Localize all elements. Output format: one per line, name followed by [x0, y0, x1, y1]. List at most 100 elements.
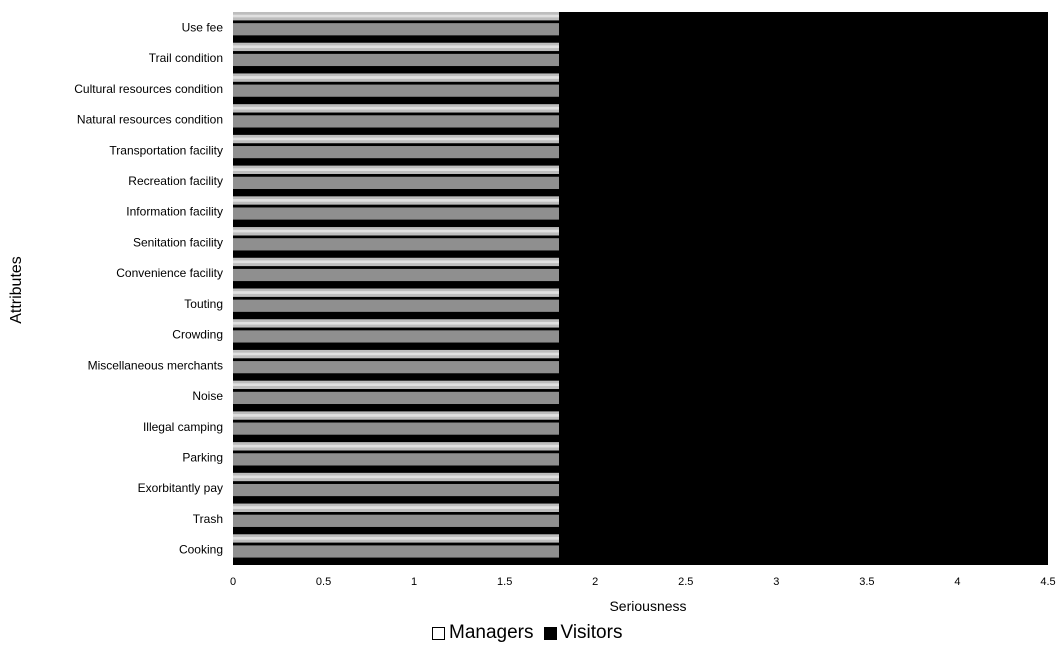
- bar-highlight-information-facility: [233, 199, 559, 202]
- y-tick-label-illegal-camping: Illegal camping: [143, 420, 223, 434]
- y-tick-label-trash: Trash: [193, 512, 223, 526]
- bar-gap-trash: [233, 512, 559, 515]
- bar-gap-information-facility: [233, 204, 559, 208]
- y-tick-label-trail-condition: Trail condition: [149, 51, 223, 65]
- bar-separator-touting: [233, 311, 559, 320]
- bar-separator-exorbitantly-pay: [233, 496, 559, 504]
- legend-swatch-visitors: [543, 626, 557, 640]
- bar-separator-illegal-camping: [233, 434, 559, 443]
- bar-highlight-noise: [233, 383, 559, 387]
- y-tick-label-natural-resources-condition: Natural resources condition: [77, 113, 223, 127]
- bar-highlight-crowding: [233, 321, 559, 325]
- bar-gap-miscellaneous-merchants: [233, 358, 559, 362]
- x-tick-label-4: 4: [954, 576, 960, 588]
- bar-gap-cultural-resources-condition: [233, 81, 559, 85]
- y-axis-category-labels: Use fee Trail condition Cultural resources…: [74, 20, 223, 556]
- x-axis-ticks: 0 0.5 1 1.5 2 2.5 3 3.5 4 4.5: [230, 576, 1056, 588]
- bar-gap-touting: [233, 296, 559, 300]
- x-tick-label-3-5: 3.5: [859, 576, 874, 588]
- y-tick-label-transportation-facility: Transportation facility: [109, 143, 223, 157]
- bar-visitors-senitation-facility: [233, 238, 559, 251]
- bar-highlight-trash: [233, 506, 559, 509]
- bar-visitors-miscellaneous-merchants: [233, 361, 559, 374]
- bar-highlight-convenience-facility: [233, 260, 559, 264]
- legend-swatch-managers: [432, 626, 445, 640]
- y-tick-label-recreation-facility: Recreation facility: [128, 174, 223, 188]
- bar-highlight-illegal-camping: [233, 414, 559, 417]
- x-tick-label-4-5: 4.5: [1040, 576, 1055, 588]
- bar-gap-convenience-facility: [233, 266, 559, 269]
- bar-gap-noise: [233, 389, 559, 392]
- x-tick-label-0: 0: [230, 576, 236, 588]
- bar-highlight-parking: [233, 444, 559, 448]
- x-tick-label-0-5: 0.5: [316, 576, 331, 588]
- bar-visitors-use-fee: [233, 23, 559, 36]
- y-tick-label-noise: Noise: [192, 389, 223, 403]
- bar-visitors-transportation-facility: [233, 146, 559, 159]
- legend-label-managers: Managers: [449, 622, 534, 643]
- bar-visitors-convenience-facility: [233, 268, 559, 282]
- bar-gap-exorbitantly-pay: [233, 481, 559, 484]
- bar-highlight-transportation-facility: [233, 137, 559, 141]
- bar-visitors-crowding: [233, 330, 559, 343]
- bar-visitors-cultural-resources-condition: [233, 84, 559, 97]
- x-tick-label-1-5: 1.5: [497, 576, 512, 588]
- bar-highlight-cooking: [233, 536, 559, 540]
- bar-highlight-exorbitantly-pay: [233, 475, 559, 479]
- y-tick-label-cooking: Cooking: [179, 543, 223, 557]
- bar-visitors-parking: [233, 453, 559, 466]
- bar-separator-trash: [233, 526, 559, 535]
- bar-gap-crowding: [233, 327, 559, 331]
- bar-visitors-natural-resources-condition: [233, 115, 559, 128]
- y-tick-label-cultural-resources-condition: Cultural resources condition: [74, 82, 223, 96]
- bar-visitors-recreation-facility: [233, 176, 559, 190]
- bar-visitors-touting: [233, 299, 559, 312]
- legend-entry-visitors: Visitors: [543, 622, 622, 644]
- bar-visitors-trail-condition: [233, 53, 559, 67]
- bar-visitors-cooking: [233, 545, 559, 558]
- y-tick-label-exorbitantly-pay: Exorbitantly pay: [138, 481, 223, 495]
- bar-separator-convenience-facility: [233, 281, 559, 289]
- bar-visitors-illegal-camping: [233, 422, 559, 435]
- x-tick-label-1: 1: [411, 576, 417, 588]
- bar-gap-recreation-facility: [233, 174, 559, 177]
- bar-highlight-trail-condition: [233, 45, 559, 49]
- bar-gap-parking: [233, 450, 559, 454]
- bar-highlight-touting: [233, 291, 559, 294]
- bar-separator-cultural-resources-condition: [233, 96, 559, 105]
- bar-visitors-noise: [233, 391, 559, 405]
- bar-separator-use-fee: [233, 35, 559, 43]
- bar-visitors-exorbitantly-pay: [233, 483, 559, 497]
- bar-separator-miscellaneous-merchants: [233, 373, 559, 381]
- y-tick-label-convenience-facility: Convenience facility: [116, 266, 223, 280]
- x-axis-title: Seriousness: [609, 598, 686, 614]
- bar-separator-cooking: [233, 557, 559, 565]
- y-tick-label-touting: Touting: [184, 297, 223, 311]
- bar-separator-trail-condition: [233, 66, 559, 74]
- bar-separator-parking: [233, 465, 559, 473]
- bar-gap-use-fee: [233, 20, 559, 24]
- bars-group: [233, 12, 559, 565]
- bar-highlight-use-fee: [233, 14, 559, 18]
- bar-separator-crowding: [233, 342, 559, 350]
- legend: Managers Visitors: [432, 622, 628, 644]
- bar-gap-natural-resources-condition: [233, 112, 559, 116]
- y-tick-label-crowding: Crowding: [172, 328, 223, 342]
- bar-gap-transportation-facility: [233, 143, 559, 147]
- bar-visitors-trash: [233, 514, 559, 527]
- bar-highlight-cultural-resources-condition: [233, 76, 559, 79]
- bar-highlight-miscellaneous-merchants: [233, 352, 559, 356]
- y-tick-label-information-facility: Information facility: [126, 205, 223, 219]
- y-tick-label-parking: Parking: [182, 450, 223, 464]
- y-tick-label-miscellaneous-merchants: Miscellaneous merchants: [88, 358, 223, 372]
- x-tick-label-2: 2: [592, 576, 598, 588]
- bar-separator-noise: [233, 404, 559, 412]
- bar-separator-natural-resources-condition: [233, 127, 559, 135]
- y-tick-label-senitation-facility: Senitation facility: [133, 235, 223, 249]
- bar-gap-cooking: [233, 542, 559, 546]
- bar-highlight-recreation-facility: [233, 168, 559, 171]
- bar-highlight-natural-resources-condition: [233, 106, 559, 110]
- bar-gap-illegal-camping: [233, 419, 559, 423]
- bar-separator-transportation-facility: [233, 158, 559, 166]
